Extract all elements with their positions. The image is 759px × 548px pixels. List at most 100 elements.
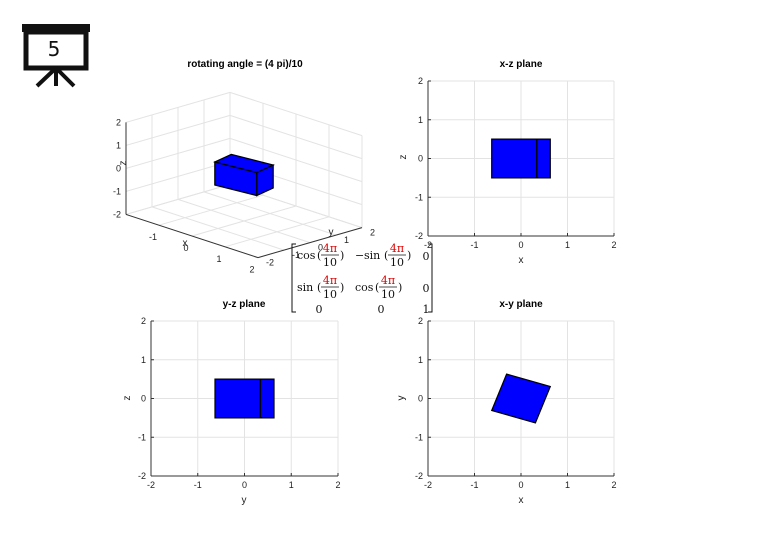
y-tick-label: -1	[292, 250, 300, 260]
x-tick-label: -2	[147, 480, 155, 490]
plot-area: -2 -1 0 1 2 -2 -1 0 1 2	[138, 316, 341, 490]
matrix-function: cos	[355, 281, 374, 294]
x-axis-label: y	[242, 495, 247, 506]
slide-number: 5	[48, 37, 61, 61]
y-tick-label: -2	[415, 231, 423, 241]
cube-top-face	[213, 153, 275, 174]
y-tick-label: 1	[418, 115, 423, 125]
matrix-paren-open: (	[317, 281, 321, 294]
y-tick-label: 1	[418, 355, 423, 365]
matrix-function: sin	[297, 281, 313, 294]
chart-3d-rotation: rotating angle = (4 pi)/10 -1012-2-1012-…	[113, 59, 375, 275]
side-wall-grid-line	[229, 91, 363, 137]
z-tick-label: -1	[113, 186, 121, 196]
y-axis-label: z	[398, 155, 409, 160]
y-tick-label: -1	[415, 432, 423, 442]
x-tick-label: 0	[183, 243, 188, 253]
y-tick-label: 2	[418, 76, 423, 86]
back-wall-grid-line	[125, 114, 231, 146]
matrix-entry: 0	[423, 250, 430, 263]
x-tick-label: -2	[424, 480, 432, 490]
x-tick-label: 0	[518, 480, 523, 490]
box-face	[259, 378, 275, 419]
box-face	[491, 138, 538, 179]
y-axis-label: y	[396, 396, 407, 401]
x-tick-label: -1	[470, 240, 478, 250]
box-face	[490, 373, 552, 424]
matrix-denominator: 10	[390, 256, 404, 269]
z-axis-label: z	[118, 161, 129, 166]
x-axis-label: x	[519, 255, 524, 266]
chart-title: y-z plane	[223, 299, 266, 310]
floor-grid-line	[224, 216, 330, 248]
x-axis-label: x	[519, 495, 524, 506]
matrix-entry: 1	[423, 303, 430, 316]
y-tick-label: 1	[141, 355, 146, 365]
matrix-paren-open: (	[384, 249, 388, 262]
y-tick-label: -2	[138, 471, 146, 481]
matrix-paren-open: (	[375, 281, 379, 294]
plot-area: -2 -1 0 1 2 -2 -1 0 1 2	[415, 76, 617, 250]
x-axis-label: x	[183, 238, 188, 249]
matrix-function: sin	[364, 249, 380, 262]
x-tick-label: 1	[216, 254, 221, 264]
plot-3d-area: -1 0 1 2 -2 -1 0 1 2 -2 -1 0 1 2	[113, 91, 375, 275]
y-tick-label: 2	[370, 228, 375, 238]
matrix-numerator: 4π	[323, 274, 337, 287]
presentation-board-icon	[22, 24, 90, 88]
y-tick-label: 0	[141, 394, 146, 404]
x-tick-label: 1	[565, 240, 570, 250]
x-tick-label: 1	[565, 480, 570, 490]
floor-grid-line	[203, 191, 337, 236]
plot-area: -2 -1 0 1 2 -2 -1 0 1 2	[415, 316, 617, 490]
x-axis-line	[125, 213, 259, 259]
side-wall-grid-line	[229, 114, 363, 160]
box-face	[214, 378, 261, 419]
matrix-entry: 0	[423, 282, 430, 295]
x-tick-label: 1	[289, 480, 294, 490]
y-axis-label: z	[122, 396, 133, 401]
matrix-entry: 0	[378, 303, 385, 316]
matrix-denominator: 10	[323, 288, 337, 301]
x-tick-label: 0	[242, 480, 247, 490]
x-tick-label: -1	[194, 480, 202, 490]
y-axis-line	[257, 227, 363, 259]
y-tick-label: 0	[418, 394, 423, 404]
y-axis-label: y	[329, 227, 334, 238]
y-tick-label: -2	[415, 471, 423, 481]
y-tick-label: 1	[344, 235, 349, 245]
box-face	[536, 138, 551, 179]
matrix-entry: 0	[316, 303, 323, 316]
chart-title: rotating angle = (4 pi)/10	[187, 59, 303, 70]
z-tick-label: 2	[116, 117, 121, 127]
matrix-numerator: 4π	[323, 242, 337, 255]
floor-grid-line	[191, 205, 297, 237]
y-tick-label: 0	[318, 243, 323, 253]
y-tick-label: -2	[266, 258, 274, 268]
y-tick-label: 0	[418, 154, 423, 164]
y-tick-label: -1	[138, 432, 146, 442]
matrix-function: cos	[297, 249, 316, 262]
y-tick-label: 2	[418, 316, 423, 326]
matrix-left-bracket	[291, 243, 296, 313]
chart-title: x-y plane	[499, 299, 543, 310]
x-tick-label: 0	[518, 240, 523, 250]
matrix-numerator: 4π	[390, 242, 404, 255]
x-tick-label: -2	[424, 240, 432, 250]
matrix-paren-close: )	[340, 249, 344, 262]
back-wall-grid-line	[125, 91, 231, 123]
matrix-right-bracket	[428, 243, 433, 313]
z-tick-label: 0	[116, 163, 121, 173]
x-tick-label: 2	[249, 265, 254, 275]
matrix-numerator: 4π	[381, 274, 395, 287]
matrix-paren-close: )	[340, 281, 344, 294]
matrix-denominator: 10	[381, 288, 395, 301]
y-tick-label: 2	[141, 316, 146, 326]
slide-badge[interactable]: 5	[22, 24, 90, 88]
x-tick-label: 2	[335, 480, 340, 490]
matrix-paren-close: )	[398, 281, 402, 294]
chart-xz-plane: x-z plane -2 -1 0 1 2 -2 -1 0 1 2 x z	[398, 59, 617, 266]
